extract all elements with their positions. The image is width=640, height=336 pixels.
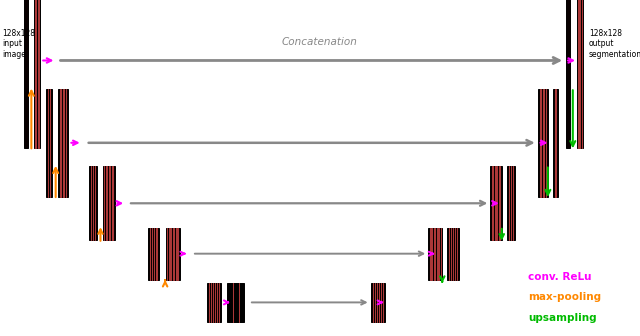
Bar [58, 89, 68, 197]
Bar [227, 283, 244, 322]
Bar [46, 89, 51, 197]
Bar [447, 228, 459, 280]
Bar [507, 166, 515, 240]
Bar [24, 0, 28, 148]
Text: 128x128
input
image: 128x128 input image [2, 29, 35, 58]
Bar [577, 0, 583, 148]
Bar [207, 283, 221, 322]
Bar [148, 228, 159, 280]
Bar [371, 283, 385, 322]
Bar [538, 89, 548, 197]
Bar [34, 0, 40, 148]
Bar [166, 228, 180, 280]
Text: upsampling: upsampling [528, 312, 596, 323]
Bar [89, 166, 97, 240]
Bar [553, 89, 558, 197]
Text: 128x128
output
segmentation: 128x128 output segmentation [589, 29, 640, 58]
Text: Concatenation: Concatenation [282, 37, 358, 47]
Bar [103, 166, 115, 240]
Bar [428, 228, 442, 280]
Bar [490, 166, 502, 240]
Bar [566, 0, 570, 148]
Text: conv. ReLu: conv. ReLu [528, 272, 591, 282]
Text: max-pooling: max-pooling [528, 292, 601, 302]
